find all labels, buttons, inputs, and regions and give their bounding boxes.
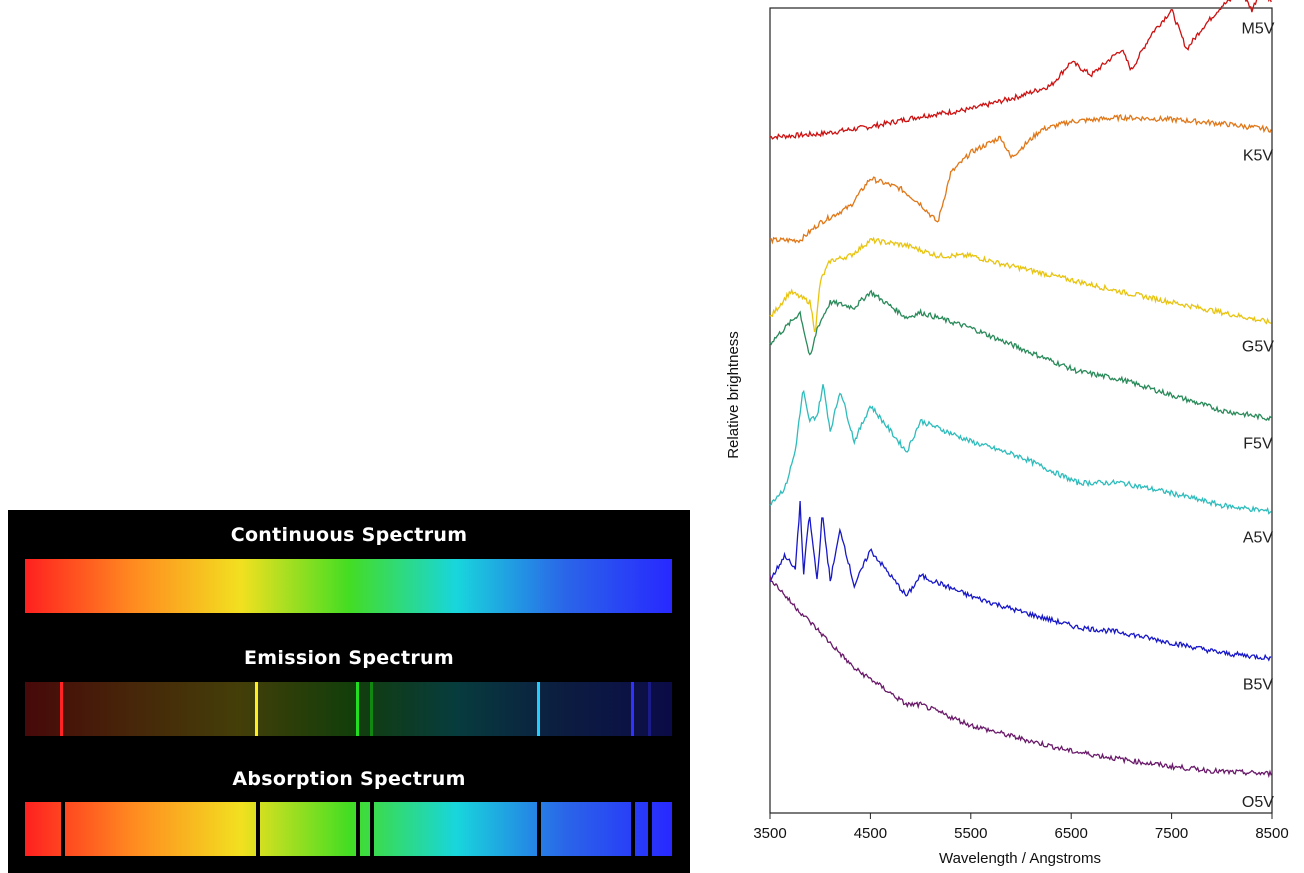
x-tick-label: 6500 bbox=[1055, 825, 1088, 842]
emission-spectrum-title: Emission Spectrum bbox=[244, 647, 454, 669]
series-label-m5v: M5V bbox=[1241, 21, 1274, 38]
emission-line bbox=[536, 682, 540, 736]
continuous-spectrum-title: Continuous Spectrum bbox=[230, 524, 468, 546]
emission-line bbox=[255, 682, 259, 736]
series-line-o5v bbox=[769, 575, 1272, 779]
series-label-k5v: K5V bbox=[1243, 148, 1274, 165]
plot-frame bbox=[769, 7, 1273, 814]
series-label-a5v: A5V bbox=[1243, 530, 1274, 547]
x-tick-label: 3500 bbox=[753, 825, 786, 842]
absorption-line bbox=[631, 802, 636, 856]
series-label-g5v: G5V bbox=[1242, 339, 1274, 356]
absorption-line bbox=[536, 802, 541, 856]
spectra-panel: Continuous Spectrum Emission Spectrum Ab… bbox=[8, 510, 690, 873]
y-axis-label: Relative brightness bbox=[725, 331, 742, 459]
x-ticks: 3500 4500 5500 6500 7500 8500 bbox=[753, 813, 1289, 842]
absorption-spectrum-title: Absorption Spectrum bbox=[232, 768, 466, 790]
emission-line bbox=[59, 682, 63, 736]
absorption-line bbox=[255, 802, 260, 856]
x-tick-label: 8500 bbox=[1255, 825, 1288, 842]
absorption-line bbox=[648, 802, 653, 856]
series-line-f5v bbox=[769, 289, 1272, 422]
emission-line bbox=[369, 682, 373, 736]
x-tick-label: 5500 bbox=[954, 825, 987, 842]
series-line-k5v bbox=[769, 113, 1272, 245]
series-label-b5v: B5V bbox=[1243, 677, 1274, 694]
absorption-line bbox=[61, 802, 66, 856]
emission-line bbox=[648, 682, 652, 736]
continuous-spectrum-band bbox=[25, 559, 672, 613]
series-label-o5v: O5V bbox=[1242, 794, 1274, 811]
series-line-b5v bbox=[769, 500, 1272, 662]
absorption-line bbox=[369, 802, 374, 856]
stellar-spectra-chart: M5V K5V G5V F5V A5V B5V O5V 3500 4500 5500 6500 75… bbox=[725, 0, 1289, 867]
absorption-line bbox=[355, 802, 360, 856]
series-line-g5v bbox=[769, 236, 1272, 333]
series-line-a5v bbox=[769, 384, 1272, 515]
chart-axes bbox=[769, 7, 1273, 814]
emission-line bbox=[355, 682, 359, 736]
x-tick-label: 7500 bbox=[1155, 825, 1188, 842]
absorption-spectrum-band bbox=[25, 802, 672, 856]
series-label-f5v: F5V bbox=[1243, 436, 1273, 453]
emission-line bbox=[631, 682, 635, 736]
series-line-m5v bbox=[769, 0, 1272, 141]
emission-spectrum-band bbox=[25, 682, 672, 736]
x-axis-label: Wavelength / Angstroms bbox=[939, 850, 1101, 867]
series-layer: M5V K5V G5V F5V A5V B5V O5V bbox=[769, 0, 1275, 811]
x-tick-label: 4500 bbox=[854, 825, 887, 842]
